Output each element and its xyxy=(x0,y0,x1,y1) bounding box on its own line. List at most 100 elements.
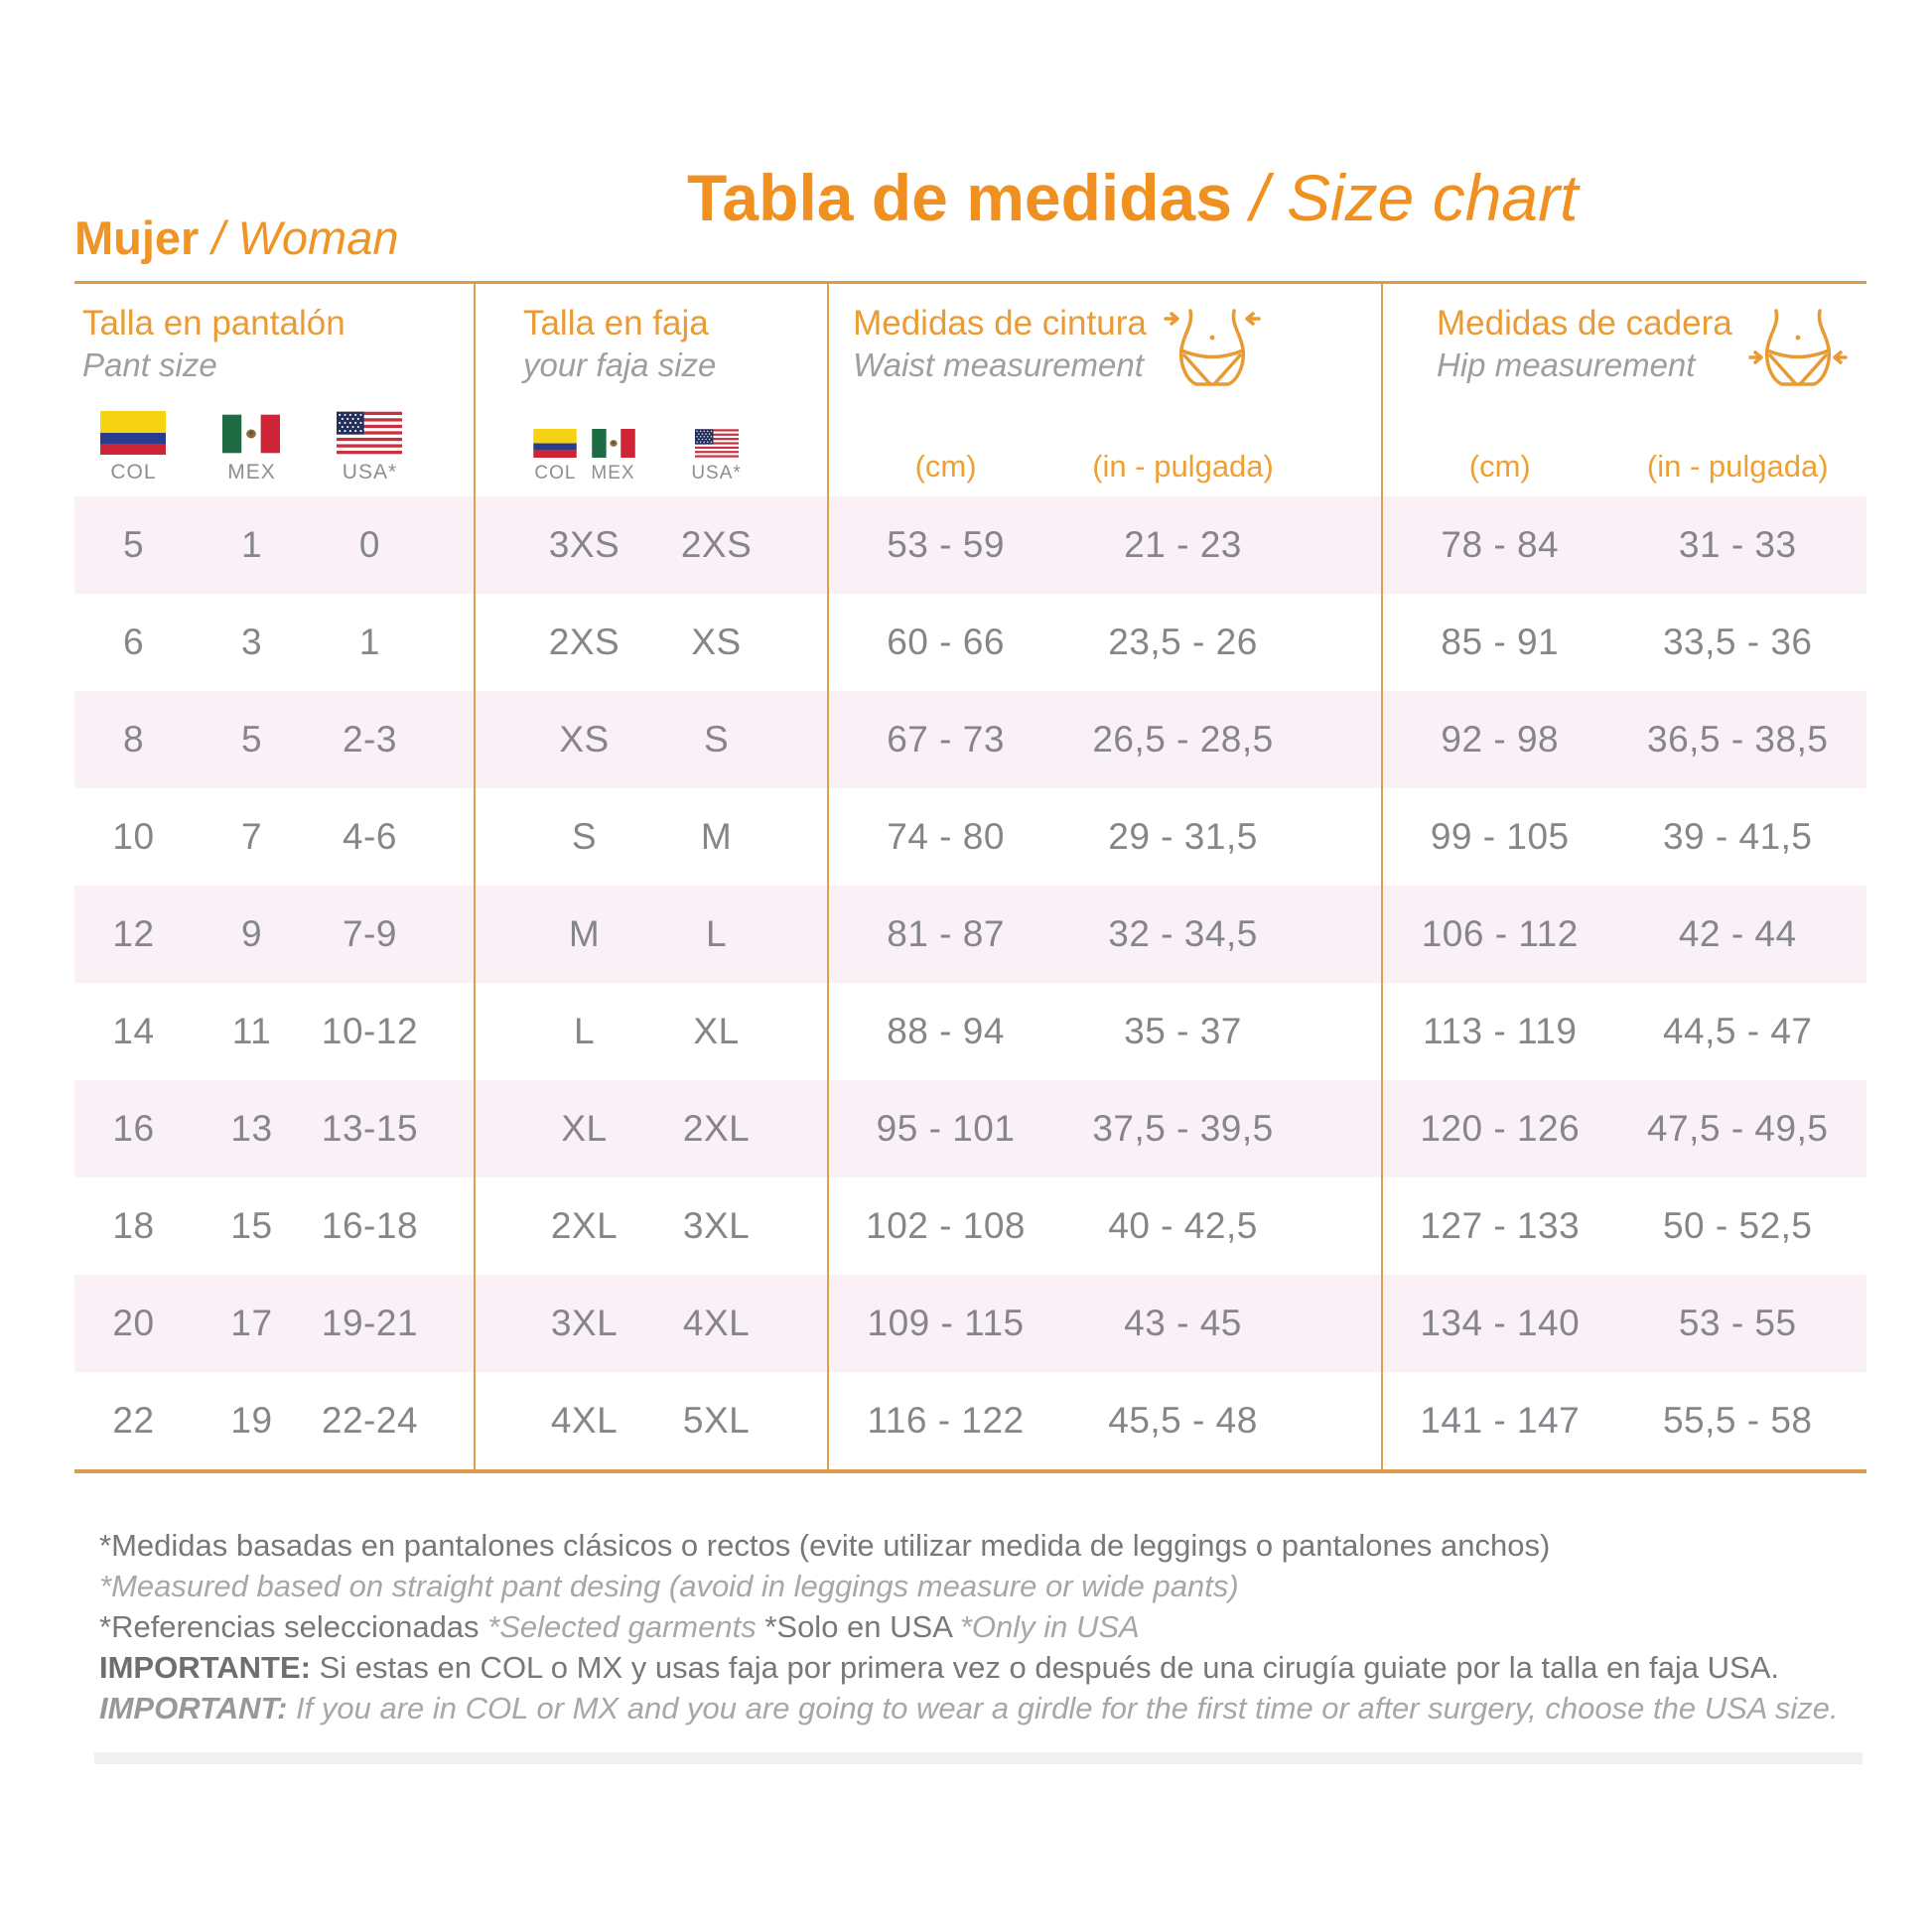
flag-label: COL xyxy=(110,461,157,483)
faja-usa-value: 2XS xyxy=(680,524,753,565)
table-row: 5 1 0 3XS 2XS 53 - 59 21 - 23 78 - 84 31… xyxy=(74,496,1866,594)
hip-cells: 106 - 112 42 - 44 xyxy=(1381,886,1866,983)
faja-usa-value: L xyxy=(706,913,728,954)
gender-title-en: / Woman xyxy=(211,211,399,264)
faja-size-title: Talla en faja your faja size xyxy=(474,304,827,384)
waist-cm-value: 81 - 87 xyxy=(887,913,1005,954)
waist-cm-value: 74 - 80 xyxy=(887,816,1005,857)
waist-in-value: 26,5 - 28,5 xyxy=(1092,719,1274,759)
size-table-body: 5 1 0 3XS 2XS 53 - 59 21 - 23 78 - 84 31… xyxy=(74,496,1866,1469)
column-divider xyxy=(473,284,476,1469)
size-chart-table: Talla en pantalón Pant size COL MEX USA* xyxy=(74,281,1866,1473)
pant-size-title-es: Talla en pantalón xyxy=(82,304,345,343)
hip-cm-value: 85 - 91 xyxy=(1441,621,1560,662)
hip-in-value: 50 - 52,5 xyxy=(1662,1205,1813,1246)
pant-usa-value: 0 xyxy=(358,524,380,565)
waist-cells: 81 - 87 32 - 34,5 xyxy=(827,886,1381,983)
pant-mex-value: 15 xyxy=(230,1205,273,1246)
hip-in-value: 36,5 - 38,5 xyxy=(1647,719,1829,759)
hip-cells: 141 - 147 55,5 - 58 xyxy=(1381,1372,1866,1469)
footnotes: *Medidas basadas en pantalones clásicos … xyxy=(99,1525,1863,1728)
gender-title: Mujer / Woman xyxy=(74,210,398,281)
pant-size-cells: 10 7 4-6 xyxy=(74,788,474,886)
faja-size-cells: 2XS XS xyxy=(474,594,827,691)
waist-cm-value: 53 - 59 xyxy=(887,524,1005,565)
hip-in-value: 55,5 - 58 xyxy=(1662,1400,1813,1441)
pant-mex-value: 7 xyxy=(240,816,263,857)
faja-size-header: Talla en faja your faja size COL MEX xyxy=(474,284,827,496)
faja-size-cells: 4XL 5XL xyxy=(474,1372,827,1469)
faja-flags-col-mex: COL MEX xyxy=(518,429,650,484)
flag-label: MEX xyxy=(227,461,276,483)
pant-usa-value: 16-18 xyxy=(321,1205,419,1246)
waist-cells: 116 - 122 45,5 - 48 xyxy=(827,1372,1381,1469)
faja-size-cells: XL 2XL xyxy=(474,1080,827,1177)
hip-cm-value: 127 - 133 xyxy=(1420,1205,1581,1246)
hip-in-value: 42 - 44 xyxy=(1678,913,1797,954)
pant-size-cells: 5 1 0 xyxy=(74,496,474,594)
mexico-flag-icon xyxy=(592,429,635,458)
faja-usa-value: 2XL xyxy=(682,1108,751,1149)
table-row: 20 17 19-21 3XL 4XL 109 - 115 43 - 45 13… xyxy=(74,1275,1866,1372)
hip-header: Medidas de cadera Hip measurement (cm) (… xyxy=(1381,284,1866,496)
hip-cells: 134 - 140 53 - 55 xyxy=(1381,1275,1866,1372)
footnote-references-es: *Referencias seleccionadas xyxy=(99,1609,488,1644)
column-divider xyxy=(827,284,830,1469)
faja-size-cells: XS S xyxy=(474,691,827,788)
hip-units: (cm) (in - pulgada) xyxy=(1381,449,1866,484)
pant-size-header: Talla en pantalón Pant size COL MEX USA* xyxy=(74,284,474,496)
pant-mex-value: 5 xyxy=(240,719,263,759)
flag-label: USA* xyxy=(691,463,742,483)
pant-usa-value: 2-3 xyxy=(342,719,397,759)
waist-cells: 109 - 115 43 - 45 xyxy=(827,1275,1381,1372)
waist-header: Medidas de cintura Waist measurement (cm… xyxy=(827,284,1381,496)
pant-size-title: Talla en pantalón Pant size xyxy=(74,304,474,384)
pant-mex-value: 3 xyxy=(240,621,263,662)
pant-col-value: 16 xyxy=(112,1108,155,1149)
faja-colmex-value: 2XL xyxy=(550,1205,619,1246)
pant-mex-value: 17 xyxy=(230,1303,273,1343)
important-label-en: IMPORTANT: xyxy=(99,1691,288,1725)
faja-colmex-value: 4XL xyxy=(550,1400,619,1441)
hip-in-value: 33,5 - 36 xyxy=(1662,621,1813,662)
pant-size-cells: 18 15 16-18 xyxy=(74,1177,474,1275)
hip-cells: 85 - 91 33,5 - 36 xyxy=(1381,594,1866,691)
waist-measure-icon xyxy=(1163,296,1262,399)
footnote-usa-only-en: *Only in USA xyxy=(959,1609,1140,1644)
faja-size-flags: COL MEX USA* xyxy=(474,429,827,484)
page-title-es: Tabla de medidas xyxy=(687,161,1232,234)
faja-colmex-value: S xyxy=(571,816,598,857)
flag-label: USA* xyxy=(342,461,398,483)
pant-col-value: 8 xyxy=(122,719,145,759)
faja-size-cells: L XL xyxy=(474,983,827,1080)
waist-title-es: Medidas de cintura xyxy=(853,304,1147,343)
waist-title-en: Waist measurement xyxy=(853,346,1144,383)
faja-usa-value: 3XL xyxy=(682,1205,751,1246)
faja-usa-value: XL xyxy=(693,1011,740,1051)
waist-cells: 60 - 66 23,5 - 26 xyxy=(827,594,1381,691)
colombia-flag-icon xyxy=(100,411,166,455)
waist-cm-value: 60 - 66 xyxy=(887,621,1005,662)
gender-title-es: Mujer xyxy=(74,211,200,264)
table-row: 6 3 1 2XS XS 60 - 66 23,5 - 26 85 - 91 3… xyxy=(74,594,1866,691)
table-row: 22 19 22-24 4XL 5XL 116 - 122 45,5 - 48 … xyxy=(74,1372,1866,1469)
footnote-measures-en: *Measured based on straight pant desing … xyxy=(99,1569,1239,1603)
footnote-references: *Referencias seleccionadas *Selected gar… xyxy=(99,1606,1863,1647)
faja-colmex-value: 3XS xyxy=(548,524,621,565)
faja-colmex-value: 3XL xyxy=(550,1303,619,1343)
hip-in-value: 53 - 55 xyxy=(1678,1303,1797,1343)
footnote-measures-es: *Medidas basadas en pantalones clásicos … xyxy=(99,1528,1551,1563)
pant-usa-value: 13-15 xyxy=(321,1108,419,1149)
faja-size-cells: 3XL 4XL xyxy=(474,1275,827,1372)
pant-size-cells: 22 19 22-24 xyxy=(74,1372,474,1469)
footnote-important-es: IMPORTANTE: Si estas en COL o MX y usas … xyxy=(99,1647,1863,1688)
hip-cm-value: 141 - 147 xyxy=(1420,1400,1581,1441)
hip-in-value: 31 - 33 xyxy=(1678,524,1797,565)
hip-title-en: Hip measurement xyxy=(1437,346,1696,383)
pant-size-cells: 12 9 7-9 xyxy=(74,886,474,983)
faja-size-cells: 2XL 3XL xyxy=(474,1177,827,1275)
faja-flag-colombia: COL xyxy=(533,429,577,484)
faja-size-title-es: Talla en faja xyxy=(522,304,709,343)
pant-usa-value: 7-9 xyxy=(342,913,397,954)
colombia-flag-icon xyxy=(533,429,577,458)
